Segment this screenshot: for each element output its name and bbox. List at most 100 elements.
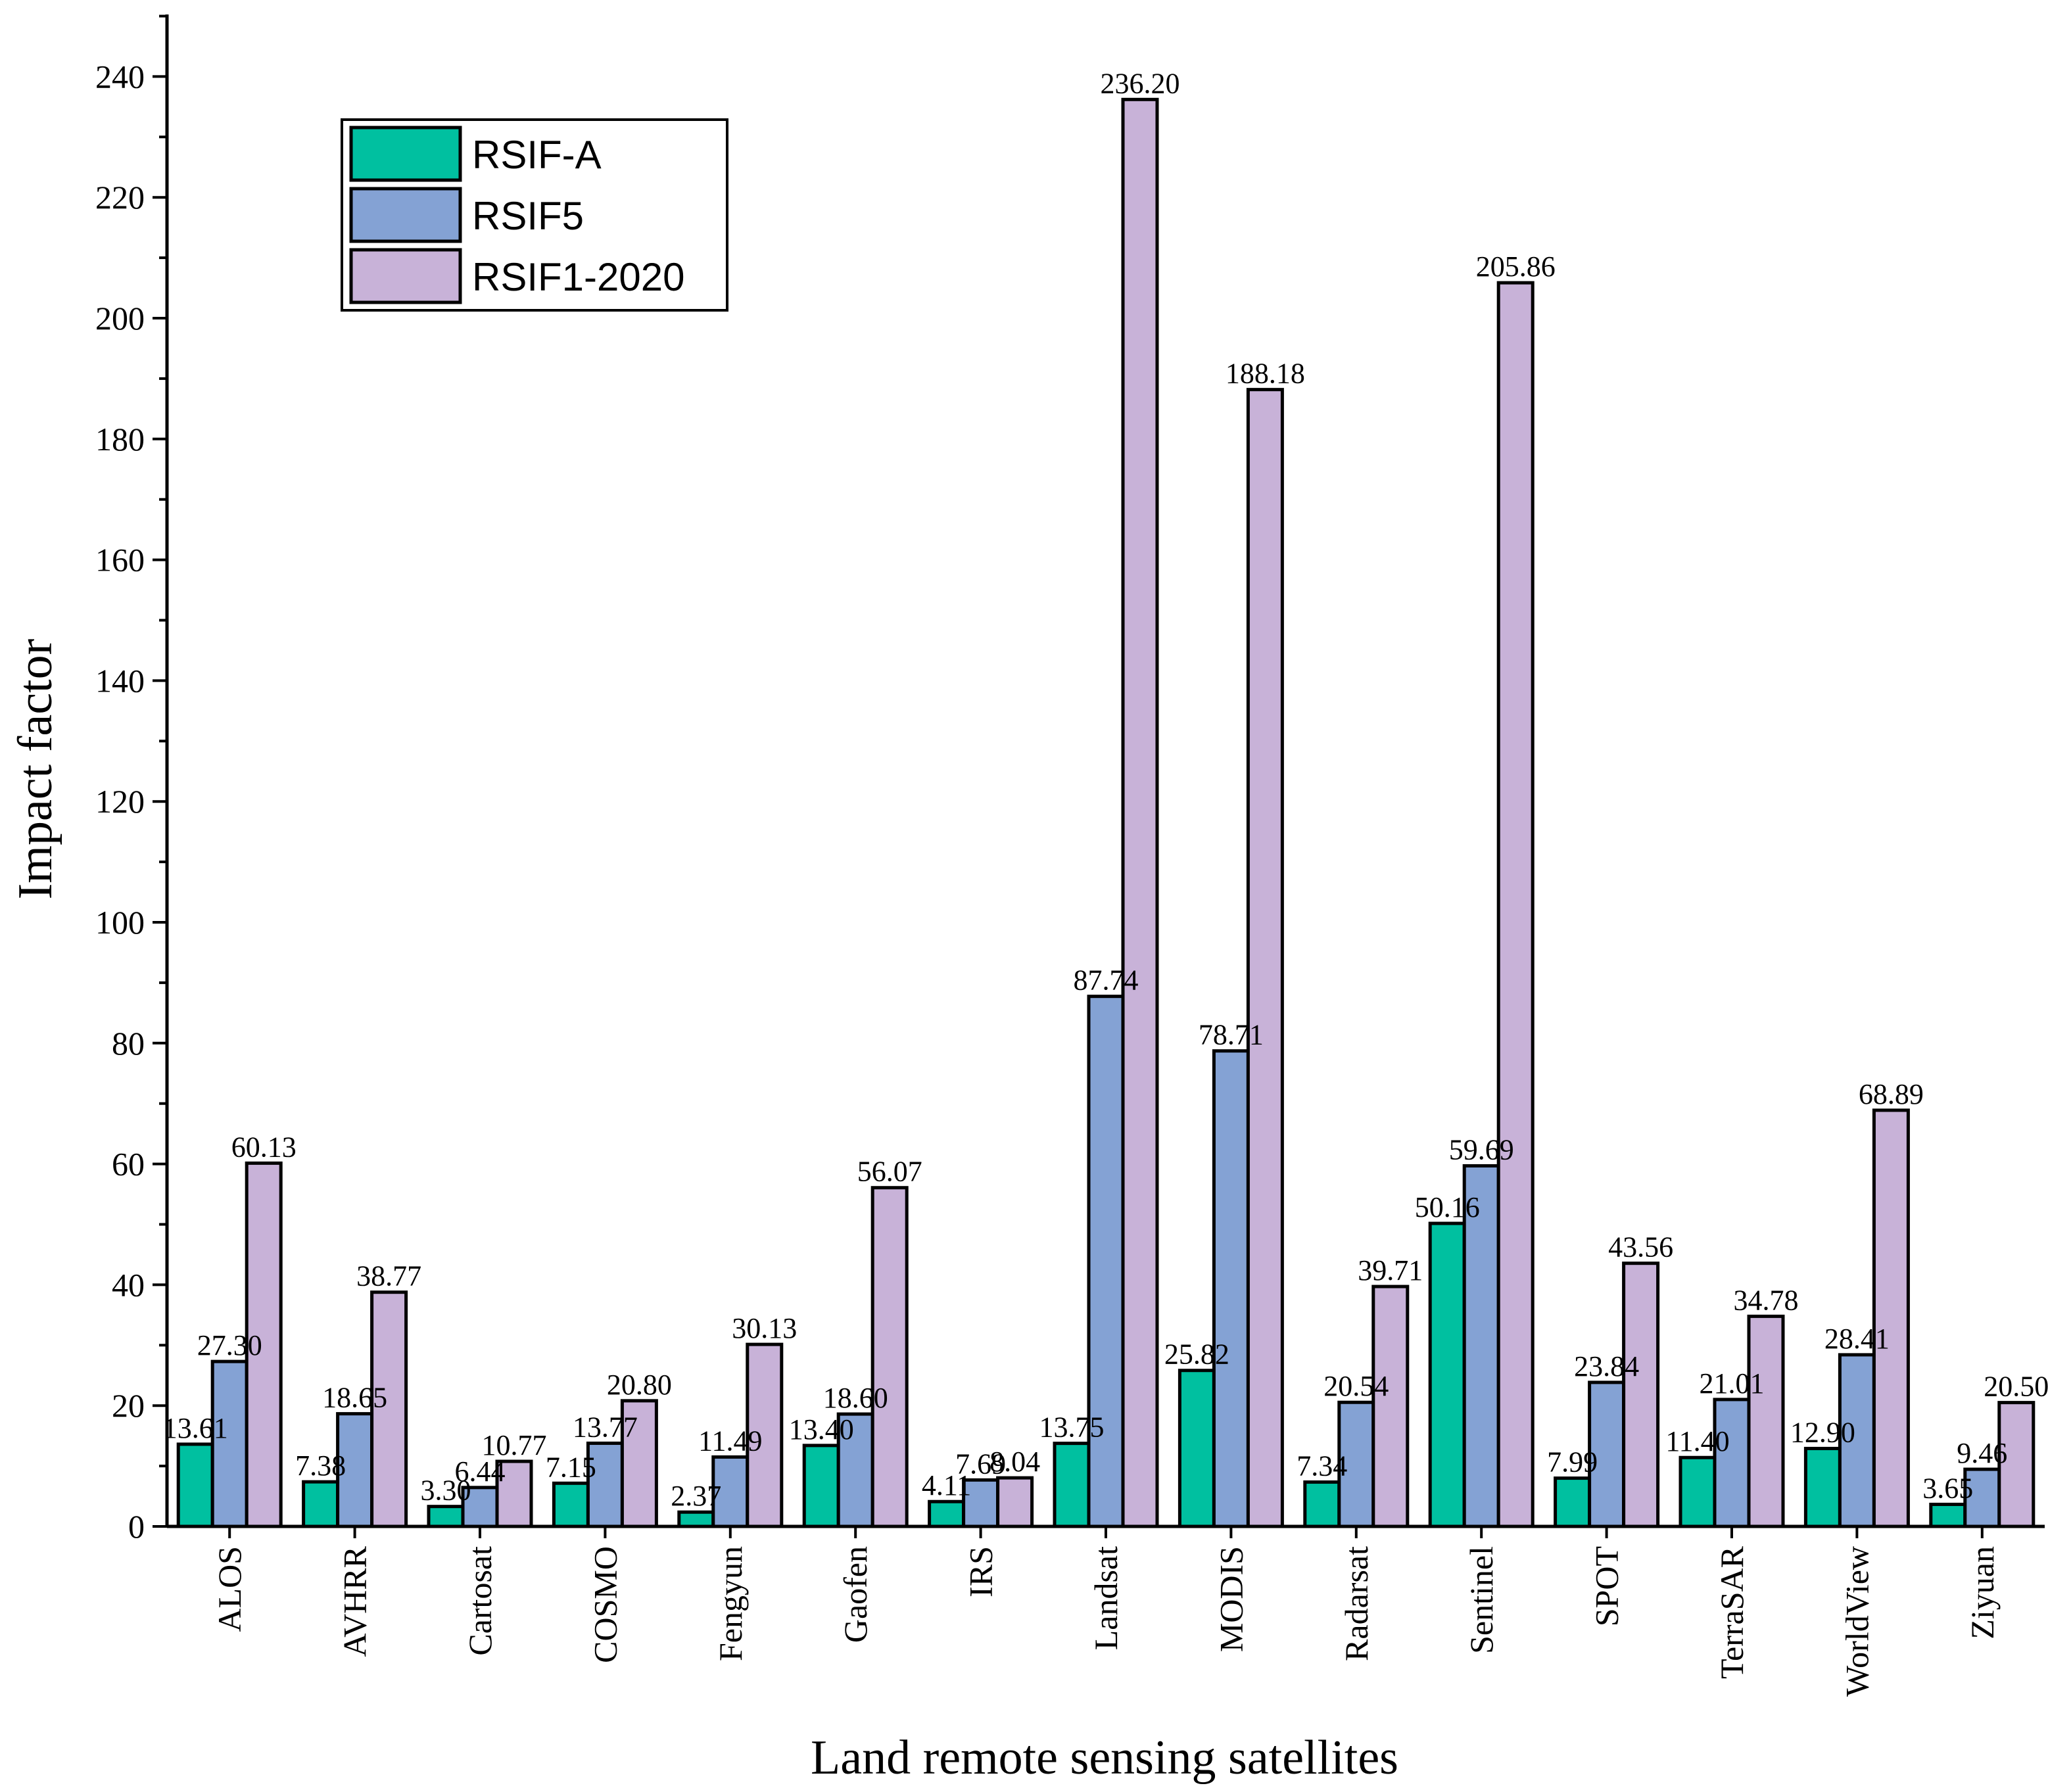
bar-rsif-a — [1929, 1502, 1967, 1528]
x-tick-label: Fengyun — [712, 1546, 749, 1661]
data-label: 68.89 — [1859, 1078, 1924, 1110]
legend-swatch — [349, 126, 462, 182]
bar-rsif1-2020 — [1496, 281, 1535, 1528]
bar-rsif1-2020 — [495, 1459, 533, 1528]
bar-rsif1-2020 — [1997, 1401, 2036, 1528]
bar-rsif-a — [1303, 1480, 1341, 1528]
y-tick-label: 180 — [95, 421, 145, 458]
data-label: 188.18 — [1226, 358, 1305, 390]
bar-rsif5 — [1087, 995, 1125, 1528]
data-label: 7.99 — [1547, 1446, 1598, 1478]
x-tick-label: WorldView — [1838, 1546, 1875, 1697]
data-label: 27.30 — [197, 1329, 262, 1361]
x-tick-label: Ziyuan — [1964, 1546, 2001, 1639]
data-label: 59.69 — [1449, 1133, 1514, 1166]
y-tick-label: 40 — [112, 1266, 145, 1303]
bar-rsif-a — [1428, 1221, 1466, 1528]
bar-rsif5 — [836, 1412, 874, 1528]
data-label: 6.44 — [455, 1455, 506, 1488]
x-tick-label: Cartosat — [462, 1546, 498, 1656]
y-tick-label: 120 — [95, 783, 145, 820]
y-tick-label: 80 — [112, 1025, 145, 1062]
y-axis-title: Impact factor — [9, 639, 62, 900]
bar-rsif-a — [176, 1442, 214, 1528]
y-tick-label: 0 — [128, 1508, 145, 1545]
bar-rsif1-2020 — [1121, 97, 1159, 1528]
data-label: 87.74 — [1074, 964, 1139, 997]
bar-rsif-a — [1554, 1476, 1592, 1528]
data-label: 78.71 — [1199, 1019, 1264, 1051]
data-label: 50.16 — [1415, 1191, 1480, 1223]
x-tick-label: AVHRR — [337, 1545, 373, 1657]
data-label: 9.46 — [1957, 1437, 2007, 1469]
bar-rsif1-2020 — [1371, 1285, 1410, 1528]
data-label: 7.38 — [295, 1450, 346, 1482]
data-label: 13.61 — [163, 1412, 228, 1444]
bar-rsif1-2020 — [620, 1399, 658, 1528]
data-label: 10.77 — [482, 1429, 547, 1461]
legend-swatch — [349, 248, 462, 304]
bar-rsif1-2020 — [996, 1476, 1034, 1528]
data-label: 43.56 — [1608, 1231, 1673, 1263]
data-label: 20.80 — [607, 1369, 672, 1401]
x-tick-label: ALOS — [211, 1546, 248, 1632]
bar-rsif5 — [962, 1478, 1000, 1528]
bar-rsif-a — [552, 1481, 590, 1528]
bar-rsif-a — [1679, 1455, 1717, 1528]
axes: 0 20 40 60 80 100 120 140 160 180 200 220 240 ALOS AVH… — [95, 14, 2045, 1697]
x-tick-label: Sentinel — [1463, 1546, 1500, 1654]
data-label: 20.50 — [1984, 1371, 2048, 1403]
data-label: 28.41 — [1824, 1323, 1890, 1355]
bar-rsif-a — [802, 1444, 840, 1528]
y-tick-label: 140 — [95, 662, 145, 699]
y-tick-label: 160 — [95, 542, 145, 578]
data-label: 7.69 — [955, 1448, 1006, 1480]
bar-rsif-a — [928, 1499, 966, 1528]
bar-rsif5 — [1212, 1049, 1250, 1528]
x-tick-label: Landsat — [1087, 1546, 1124, 1650]
x-tick-label: Radarsat — [1338, 1546, 1375, 1661]
bars — [176, 97, 2036, 1528]
data-label: 12.90 — [1790, 1416, 1855, 1448]
legend-swatch — [349, 187, 462, 243]
legend-label: RSIF-A — [472, 133, 602, 177]
data-label: 23.84 — [1574, 1350, 1639, 1382]
data-label: 13.75 — [1039, 1411, 1105, 1444]
bar-rsif-a — [1053, 1442, 1091, 1528]
bar-rsif1-2020 — [370, 1290, 408, 1528]
bar-rsif5 — [1462, 1164, 1500, 1528]
x-tick-label: TerraSAR — [1713, 1545, 1750, 1679]
data-labels: 13.61 27.30 60.13 7.38 18.65 38.77 3.306.4410.… — [163, 67, 2048, 1512]
x-tick-label: IRS — [963, 1546, 999, 1597]
y-tick-label: 60 — [112, 1146, 145, 1183]
bar-rsif5 — [1588, 1380, 1626, 1528]
bar-rsif-a — [427, 1505, 465, 1528]
data-label: 3.30 — [421, 1474, 471, 1507]
data-label: 205.86 — [1476, 250, 1556, 283]
bar-rsif-a — [1178, 1369, 1216, 1528]
legend-label: RSIF5 — [472, 194, 584, 238]
data-label: 11.40 — [1665, 1425, 1729, 1457]
data-label: 18.60 — [823, 1382, 888, 1414]
data-label: 236.20 — [1101, 67, 1180, 99]
y-tick-label: 200 — [95, 300, 145, 337]
x-tick-label: MODIS — [1212, 1546, 1249, 1652]
data-label: 8.04 — [989, 1446, 1040, 1478]
data-label: 20.54 — [1323, 1370, 1389, 1402]
data-label: 18.65 — [322, 1382, 387, 1414]
data-label: 30.13 — [732, 1312, 797, 1344]
data-label: 34.78 — [1734, 1284, 1799, 1316]
data-label: 3.65 — [1922, 1472, 1973, 1504]
data-label: 25.82 — [1164, 1338, 1229, 1371]
legend: RSIF-A RSIF5 RSIF1-2020 — [341, 118, 728, 312]
bar-rsif1-2020 — [1747, 1314, 1785, 1528]
bar-rsif1-2020 — [1622, 1261, 1660, 1528]
data-label: 56.07 — [857, 1156, 922, 1188]
data-label: 13.40 — [789, 1413, 854, 1446]
y-tick-label: 100 — [95, 904, 145, 941]
bar-rsif1-2020 — [245, 1161, 283, 1528]
x-tick-label: Gaofen — [837, 1546, 874, 1643]
bar-rsif1-2020 — [1246, 388, 1284, 1528]
bar-rsif1-2020 — [870, 1186, 909, 1528]
